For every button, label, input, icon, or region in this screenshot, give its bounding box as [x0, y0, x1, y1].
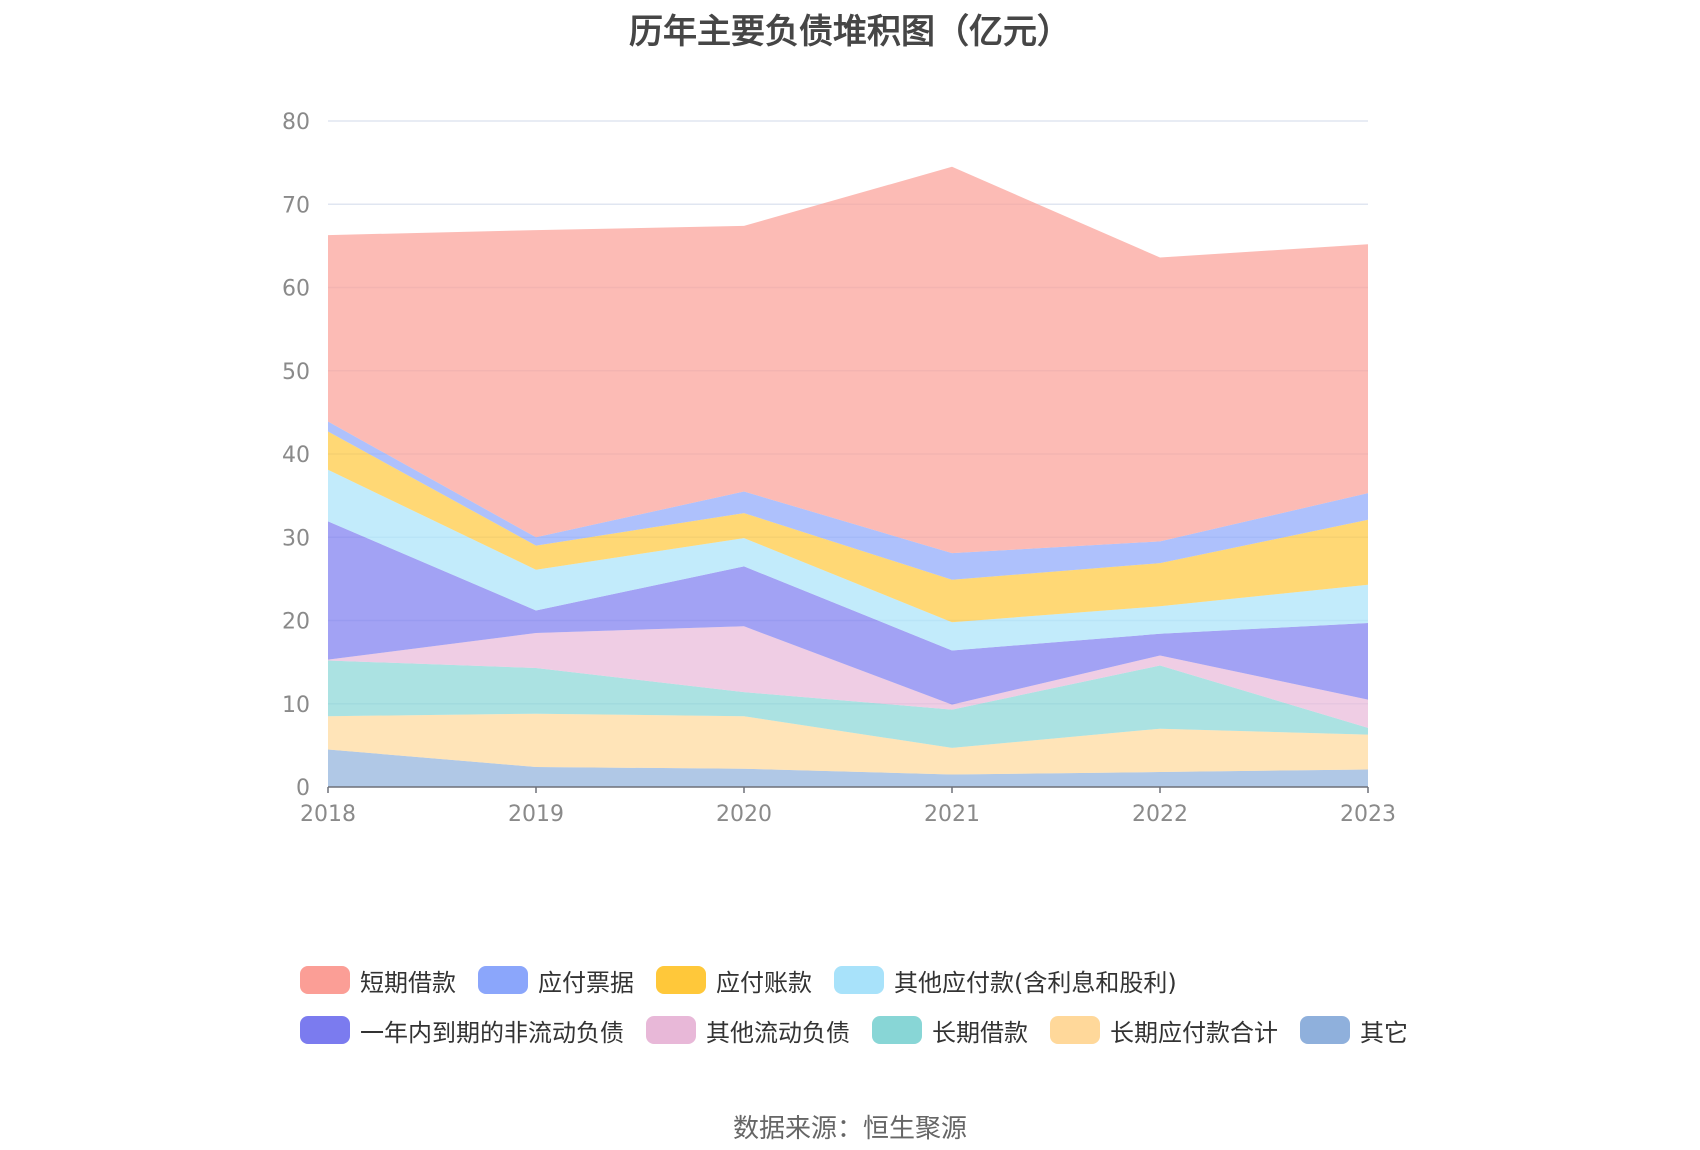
legend-label: 长期应付款合计 — [1110, 1018, 1278, 1047]
area-series-3[interactable] — [328, 626, 1368, 728]
area-series-0[interactable] — [328, 749, 1368, 788]
legend-swatch — [872, 1016, 922, 1044]
y-tick-label: 10 — [282, 693, 310, 718]
legend-label: 其他应付款(含利息和股利) — [894, 968, 1177, 997]
y-tick-label: 50 — [282, 360, 310, 385]
legend-item-notes-payable[interactable]: 应付票据 — [478, 963, 634, 998]
legend-item-other-payables[interactable]: 其他应付款(含利息和股利) — [834, 963, 1177, 998]
legend-item-short-term-loans[interactable]: 短期借款 — [300, 963, 456, 998]
legend-item-long-term-payables[interactable]: 长期应付款合计 — [1050, 1013, 1278, 1048]
legend-swatch — [478, 966, 528, 994]
legend-swatch — [1050, 1016, 1100, 1044]
x-tick-label: 2019 — [508, 802, 564, 827]
area-series-4[interactable] — [328, 521, 1368, 705]
legend-swatch — [300, 1016, 350, 1044]
legend-item-other[interactable]: 其它 — [1300, 1013, 1408, 1048]
legend-label: 长期借款 — [932, 1018, 1028, 1047]
area-series-2[interactable] — [328, 660, 1368, 748]
data-source-note: 数据来源：恒生聚源 — [732, 1114, 967, 1144]
y-tick-label: 20 — [282, 610, 310, 635]
legend-item-accounts-payable[interactable]: 应付账款 — [656, 963, 812, 998]
x-tick-label: 2020 — [716, 802, 772, 827]
legend-item-other-current-liabilities[interactable]: 其他流动负债 — [646, 1013, 850, 1048]
y-tick-label: 60 — [282, 277, 310, 302]
x-tick-label: 2022 — [1132, 802, 1188, 827]
legend-row-2: 一年内到期的非流动负债 其他流动负债 长期借款 长期应付款合计 其它 — [300, 1005, 1460, 1055]
area-series-6[interactable] — [328, 431, 1368, 623]
area-series — [328, 166, 1368, 788]
legend: 短期借款 应付票据 应付账款 其他应付款(含利息和股利) 一年内到期的非流动负债… — [300, 955, 1460, 1055]
legend-item-long-term-loans[interactable]: 长期借款 — [872, 1013, 1028, 1048]
x-tick-label: 2021 — [924, 802, 980, 827]
axes: 0 10 20 30 40 50 60 70 80 2018 2019 2020 2021 2022 202… — [282, 110, 1396, 827]
legend-row-1: 短期借款 应付票据 应付账款 其他应付款(含利息和股利) — [300, 955, 1460, 1005]
legend-label: 短期借款 — [360, 968, 456, 997]
y-tick-label: 40 — [282, 443, 310, 468]
legend-label: 一年内到期的非流动负债 — [360, 1018, 624, 1047]
legend-label: 其他流动负债 — [706, 1018, 850, 1047]
y-tick-label: 0 — [296, 776, 310, 801]
area-series-1[interactable] — [328, 713, 1368, 775]
area-series-8[interactable] — [328, 166, 1368, 554]
legend-item-current-portion-noncurrent[interactable]: 一年内到期的非流动负债 — [300, 1013, 624, 1048]
y-tick-label: 80 — [282, 110, 310, 135]
y-tick-label: 70 — [282, 193, 310, 218]
legend-label: 其它 — [1360, 1018, 1408, 1047]
legend-swatch — [834, 966, 884, 994]
x-tick-label: 2023 — [1340, 802, 1396, 827]
legend-swatch — [300, 966, 350, 994]
legend-swatch — [646, 1016, 696, 1044]
x-tick-label: 2018 — [300, 802, 356, 827]
legend-label: 应付账款 — [716, 968, 812, 997]
chart-title: 历年主要负债堆积图（亿元） — [629, 12, 1071, 52]
legend-swatch — [1300, 1016, 1350, 1044]
legend-label: 应付票据 — [538, 968, 634, 997]
legend-swatch — [656, 966, 706, 994]
y-tick-label: 30 — [282, 526, 310, 551]
